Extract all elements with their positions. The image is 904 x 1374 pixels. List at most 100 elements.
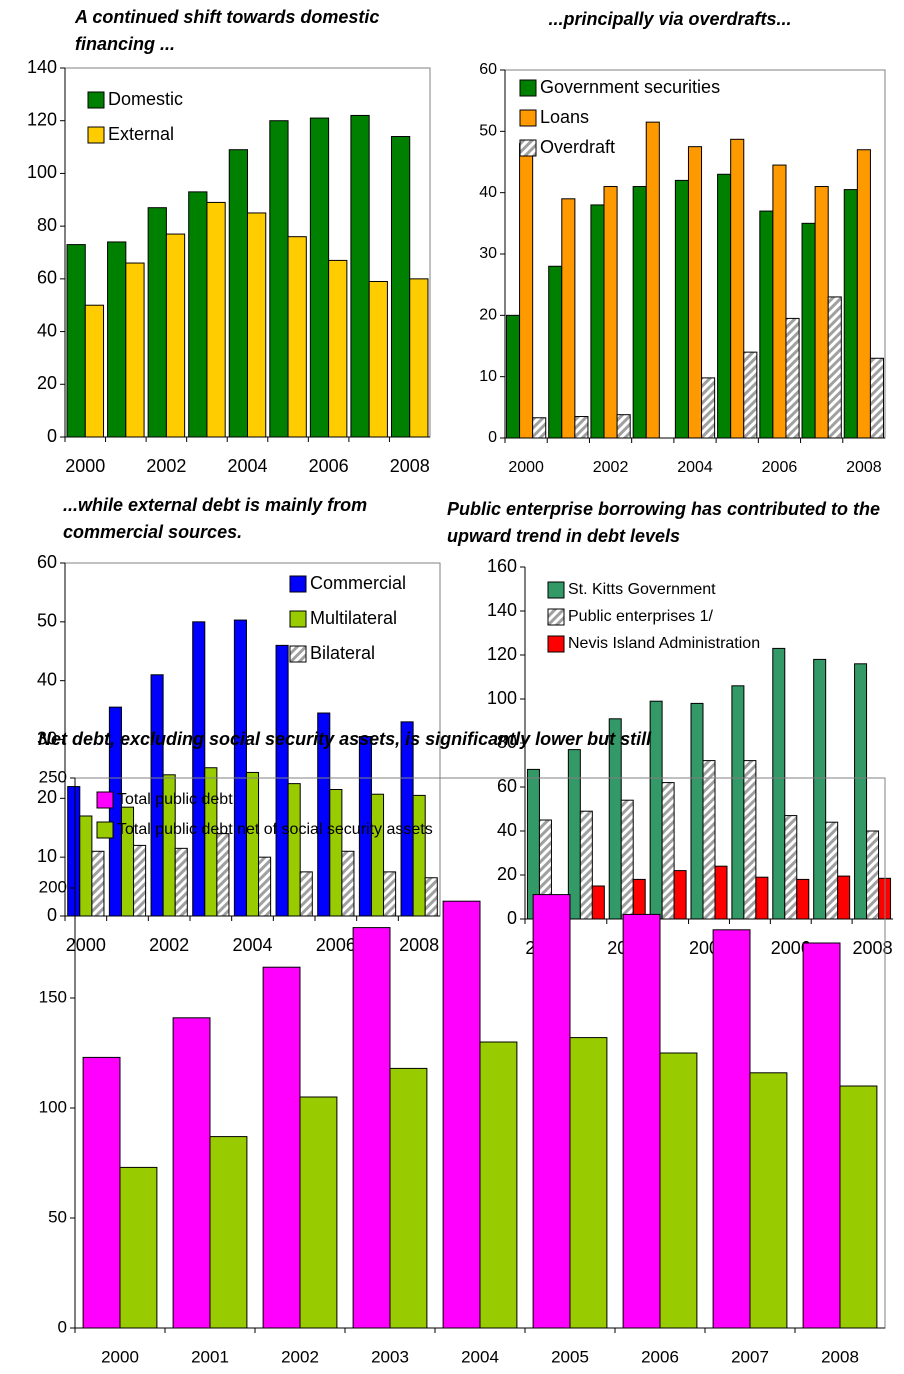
bar [866, 830, 880, 920]
legend-label: Total public debt [117, 791, 233, 808]
x-tick-label: 2007 [731, 1347, 769, 1366]
y-tick-label: 20 [37, 373, 57, 393]
bar [287, 783, 301, 917]
bar [119, 1166, 158, 1329]
x-tick-label: 2008 [399, 935, 439, 955]
bar [772, 164, 787, 439]
bar [82, 1056, 121, 1329]
bar [796, 878, 810, 920]
bar [772, 647, 786, 920]
y-tick-label: 10 [37, 846, 57, 866]
bar [309, 117, 330, 438]
y-tick-label: 120 [487, 644, 517, 664]
bar [645, 121, 660, 439]
y-tick-label: 150 [39, 987, 67, 1006]
bar [269, 120, 289, 438]
x-tick-label: 2005 [551, 1347, 589, 1366]
bar [165, 233, 186, 438]
bar [590, 204, 605, 439]
legend-swatch [519, 139, 537, 157]
bar [424, 877, 438, 917]
bar [192, 621, 206, 917]
bar [661, 782, 675, 920]
y-tick-label: 50 [48, 1207, 67, 1226]
x-tick-label: 2000 [66, 935, 106, 955]
bar [125, 262, 145, 438]
bar [701, 377, 716, 439]
x-tick-label: 2000 [508, 459, 544, 476]
bar [412, 794, 426, 917]
y-tick-label: 80 [37, 215, 57, 235]
bar [814, 186, 829, 439]
bar [785, 317, 800, 439]
legend-label: Multilateral [310, 608, 397, 628]
bar [532, 417, 547, 439]
bar [837, 875, 851, 920]
bar [843, 189, 858, 439]
bar [206, 201, 226, 438]
bar [603, 186, 618, 439]
bar [390, 136, 411, 438]
bar [731, 685, 745, 920]
bar [632, 878, 646, 920]
chart-title: A continued shift towards domestic finan… [75, 7, 380, 54]
x-tick-label: 2008 [821, 1347, 859, 1366]
x-tick-label: 2004 [227, 456, 267, 476]
bar [659, 1052, 698, 1329]
bar [133, 844, 147, 917]
legend-label: External [108, 124, 174, 144]
x-tick-label: 2006 [316, 935, 356, 955]
legend-label: Commercial [310, 573, 406, 593]
bar [67, 786, 81, 917]
bar [350, 114, 370, 438]
bar [505, 314, 521, 439]
bar [341, 850, 355, 917]
bar [370, 793, 385, 917]
x-tick-label: 2004 [232, 935, 272, 955]
bar [389, 1067, 428, 1329]
x-tick-label: 2008 [853, 938, 893, 958]
bar [233, 619, 247, 917]
y-tick-label: 40 [37, 669, 57, 689]
bar [717, 173, 732, 439]
y-tick-label: 60 [37, 552, 57, 572]
bar [827, 296, 842, 439]
y-tick-label: 140 [487, 600, 517, 620]
bar [620, 799, 634, 920]
x-tick-label: 2006 [641, 1347, 679, 1366]
chart-title: ...principally via overdrafts... [548, 9, 792, 29]
y-tick-label: 0 [488, 429, 497, 446]
x-tick-label: 2003 [371, 1347, 409, 1366]
bar [79, 815, 93, 917]
y-tick-label: 60 [497, 776, 517, 796]
bar [228, 149, 248, 438]
bar [869, 357, 885, 439]
legend-label: Overdraft [540, 137, 615, 157]
y-tick-label: 60 [37, 268, 57, 288]
legend-swatch [519, 79, 537, 97]
y-tick-label: 30 [479, 245, 497, 262]
x-tick-label: 2006 [771, 938, 811, 958]
x-tick-label: 2002 [281, 1347, 319, 1366]
bar [673, 870, 687, 920]
y-tick-label: 40 [37, 320, 57, 340]
bar [66, 244, 86, 438]
bar [567, 749, 581, 920]
y-tick-label: 0 [47, 905, 57, 925]
bar [299, 871, 313, 917]
bar [574, 416, 589, 439]
bar [743, 760, 757, 920]
bar [854, 663, 868, 920]
legend-label: St. Kitts Government [568, 581, 716, 598]
bar [579, 810, 593, 920]
legend-swatch [289, 575, 307, 593]
legend-swatch [87, 126, 105, 144]
legend-label: Total public debt net of social security… [117, 821, 433, 838]
bar [245, 771, 260, 917]
bar [569, 1037, 608, 1329]
bar [442, 900, 481, 1329]
bar [204, 767, 218, 917]
bar [622, 913, 661, 1329]
x-tick-label: 2008 [390, 456, 430, 476]
